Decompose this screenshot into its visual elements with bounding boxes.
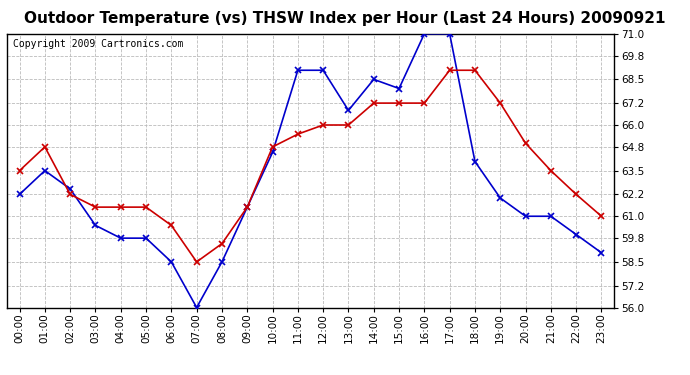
Text: Copyright 2009 Cartronics.com: Copyright 2009 Cartronics.com — [13, 39, 184, 49]
Text: Outdoor Temperature (vs) THSW Index per Hour (Last 24 Hours) 20090921: Outdoor Temperature (vs) THSW Index per … — [24, 11, 666, 26]
